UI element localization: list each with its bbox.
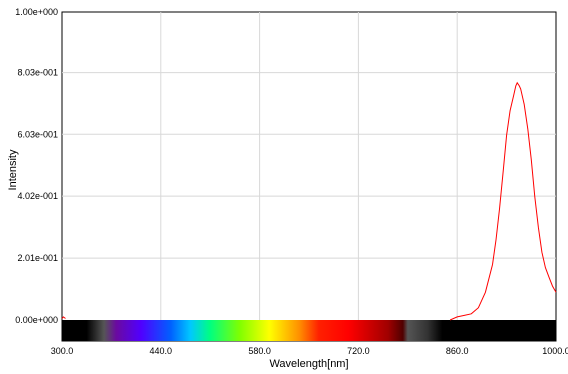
x-axis-label: Wavelength[nm] <box>269 358 348 370</box>
x-tick-label: 440.0 <box>150 346 173 356</box>
x-tick-label: 720.0 <box>347 346 370 356</box>
x-tick-labels: 300.0 440.0 580.0 720.0 860.0 1000.0 <box>51 346 568 356</box>
series-line <box>61 316 66 319</box>
y-tick-label: 8.03e-001 <box>17 68 58 78</box>
y-tick-label: 1.00e+000 <box>15 7 58 17</box>
series-layer <box>61 81 557 321</box>
spectrum-bar <box>62 320 556 341</box>
grid-lines <box>62 12 556 320</box>
x-tick-label: 1000.0 <box>542 346 568 356</box>
y-tick-label: 4.02e-001 <box>17 191 58 201</box>
y-axis-label: Intensity <box>7 149 19 190</box>
x-tick-label: 300.0 <box>51 346 74 356</box>
plot-area <box>61 11 557 342</box>
y-tick-label: 2.01e-001 <box>17 253 58 263</box>
y-tick-labels: 0.00e+000 2.01e-001 4.02e-001 6.03e-001 8.03… <box>15 7 58 325</box>
x-tick-label: 580.0 <box>248 346 271 356</box>
series-0 <box>61 81 557 321</box>
x-tick-label: 860.0 <box>446 346 469 356</box>
y-tick-label: 6.03e-001 <box>17 129 58 139</box>
y-tick-label: 0.00e+000 <box>15 315 58 325</box>
series-line <box>449 81 557 321</box>
